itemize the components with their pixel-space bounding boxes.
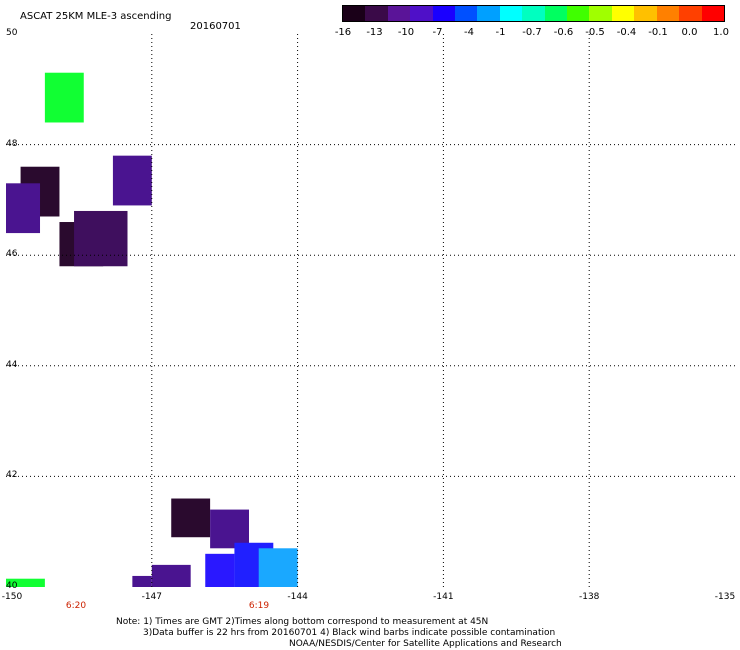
color-scale-label: -0.4 bbox=[616, 27, 637, 38]
color-scale-label: -4 bbox=[464, 27, 474, 38]
time-label: 6:20 bbox=[65, 601, 87, 611]
latitude-label: 44 bbox=[6, 359, 18, 370]
color-swatch bbox=[544, 6, 568, 21]
color-swatch bbox=[365, 6, 388, 21]
wind-data-cell bbox=[44, 72, 84, 123]
color-scale-label: -7 bbox=[432, 27, 443, 38]
latitude-label: 46 bbox=[6, 249, 18, 260]
latitude-label: 42 bbox=[6, 470, 18, 481]
time-label: 6:19 bbox=[248, 601, 270, 611]
color-scale-bar bbox=[342, 5, 725, 22]
color-swatch bbox=[611, 6, 635, 21]
color-scale-label: -16 bbox=[334, 27, 352, 38]
note-line-2: 3)Data buffer is 22 hrs from 20160701 4)… bbox=[143, 628, 556, 638]
color-swatch bbox=[343, 6, 366, 21]
color-scale-label: 1.0 bbox=[713, 27, 729, 38]
color-swatch bbox=[701, 6, 724, 21]
color-swatch bbox=[410, 6, 433, 21]
wind-data-cell bbox=[74, 210, 128, 267]
wind-data-cell bbox=[6, 578, 45, 587]
wind-data-cell bbox=[258, 548, 298, 587]
color-swatch bbox=[656, 6, 680, 21]
note-line-3: NOAA/NESDIS/Center for Satellite Applica… bbox=[289, 639, 562, 649]
color-swatch bbox=[679, 6, 702, 21]
product-title: ASCAT 25KM MLE-3 ascending bbox=[20, 11, 172, 22]
wind-data-cell bbox=[112, 155, 152, 206]
color-scale-label: 0.0 bbox=[681, 27, 698, 38]
latitude-label: 50 bbox=[6, 28, 18, 38]
wind-data-cell bbox=[210, 509, 249, 549]
color-scale-label: -0.7 bbox=[522, 27, 542, 38]
color-scale-label: -0.1 bbox=[648, 27, 668, 38]
product-date: 20160701 bbox=[190, 21, 241, 32]
wind-data-cell bbox=[132, 575, 152, 587]
color-scale-label: -10 bbox=[397, 27, 415, 38]
wind-data-cell bbox=[6, 183, 41, 234]
latitude-label: 40 bbox=[6, 581, 18, 591]
color-swatch bbox=[455, 6, 478, 21]
longitude-label: -147 bbox=[141, 592, 163, 602]
color-scale-label: -1 bbox=[495, 27, 506, 38]
color-scale-label: -13 bbox=[366, 27, 383, 38]
wind-data-cell bbox=[205, 553, 235, 587]
note-line-1: Note: 1) Times are GMT 2)Times along bot… bbox=[116, 617, 489, 627]
wind-data-cell bbox=[151, 564, 191, 587]
longitude-label: -135 bbox=[714, 592, 736, 602]
latitude-label: 48 bbox=[6, 138, 18, 149]
color-swatch bbox=[477, 6, 500, 21]
color-swatch bbox=[432, 6, 456, 21]
color-scale-label: -0.5 bbox=[585, 27, 605, 38]
longitude-label: -150 bbox=[1, 592, 23, 602]
longitude-label: -141 bbox=[433, 592, 454, 602]
longitude-label: -138 bbox=[578, 592, 600, 602]
wind-data-cell bbox=[171, 498, 211, 538]
color-swatch bbox=[522, 6, 545, 21]
color-swatch bbox=[589, 6, 612, 21]
longitude-label: -144 bbox=[287, 592, 308, 602]
color-swatch bbox=[567, 6, 590, 21]
color-swatch bbox=[387, 6, 411, 21]
color-swatch bbox=[634, 6, 657, 21]
color-swatch bbox=[499, 6, 523, 21]
color-scale-label: -0.6 bbox=[553, 27, 574, 38]
